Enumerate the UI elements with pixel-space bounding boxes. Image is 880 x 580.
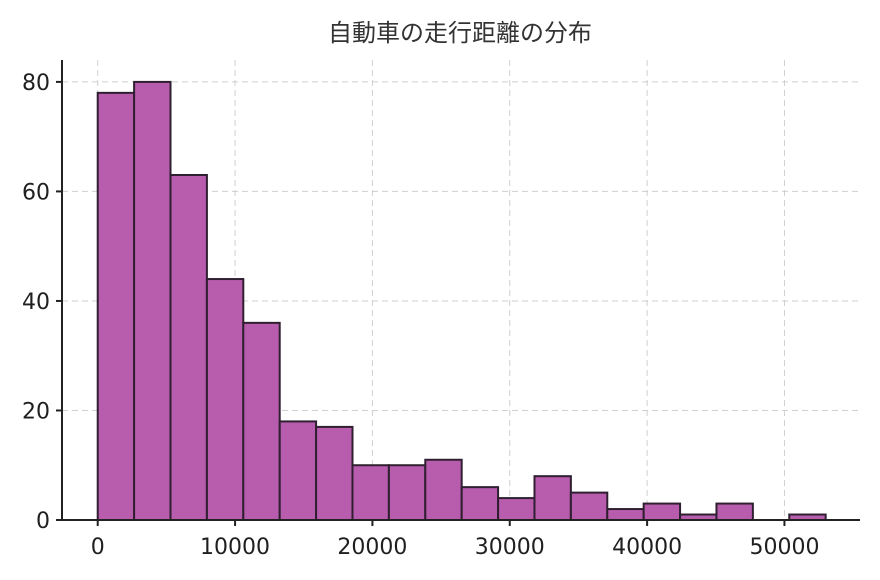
chart-title: 自動車の走行距離の分布 xyxy=(328,19,592,47)
bar-8 xyxy=(387,464,427,522)
x-tick-label-4: 40000 xyxy=(612,535,682,560)
bar-6 xyxy=(315,425,354,521)
bar-1 xyxy=(133,80,172,522)
bar-5 xyxy=(278,420,318,521)
y-tick-label-1: 20 xyxy=(22,399,50,424)
y-tick-label-4: 80 xyxy=(22,71,50,96)
bar-15 xyxy=(642,502,682,522)
bar-12 xyxy=(533,475,572,522)
y-tick-label-0: 0 xyxy=(36,509,50,534)
x-tick-label-2: 20000 xyxy=(337,535,407,560)
bar-7 xyxy=(351,464,390,522)
axes xyxy=(61,60,860,521)
bar-13 xyxy=(569,491,609,522)
bar-14 xyxy=(606,508,645,521)
x-tick-label-0: 0 xyxy=(91,535,105,560)
bar-10 xyxy=(460,486,500,521)
y-axis-ticks: 0 20 40 60 80 xyxy=(22,71,62,534)
histogram-bars xyxy=(96,80,827,522)
bar-3 xyxy=(205,278,245,521)
bar-2 xyxy=(169,174,208,521)
bar-0 xyxy=(96,91,136,521)
y-tick-label-2: 40 xyxy=(22,290,50,315)
x-tick-label-5: 50000 xyxy=(749,535,819,560)
x-axis-ticks: 0 10000 20000 30000 40000 50000 xyxy=(91,520,819,560)
bar-11 xyxy=(497,497,536,522)
bar-4 xyxy=(242,321,281,521)
bar-17 xyxy=(715,502,754,522)
x-tick-label-1: 10000 xyxy=(200,535,270,560)
x-tick-label-3: 30000 xyxy=(475,535,545,560)
y-tick-label-3: 60 xyxy=(22,180,50,205)
bar-9 xyxy=(424,458,463,521)
